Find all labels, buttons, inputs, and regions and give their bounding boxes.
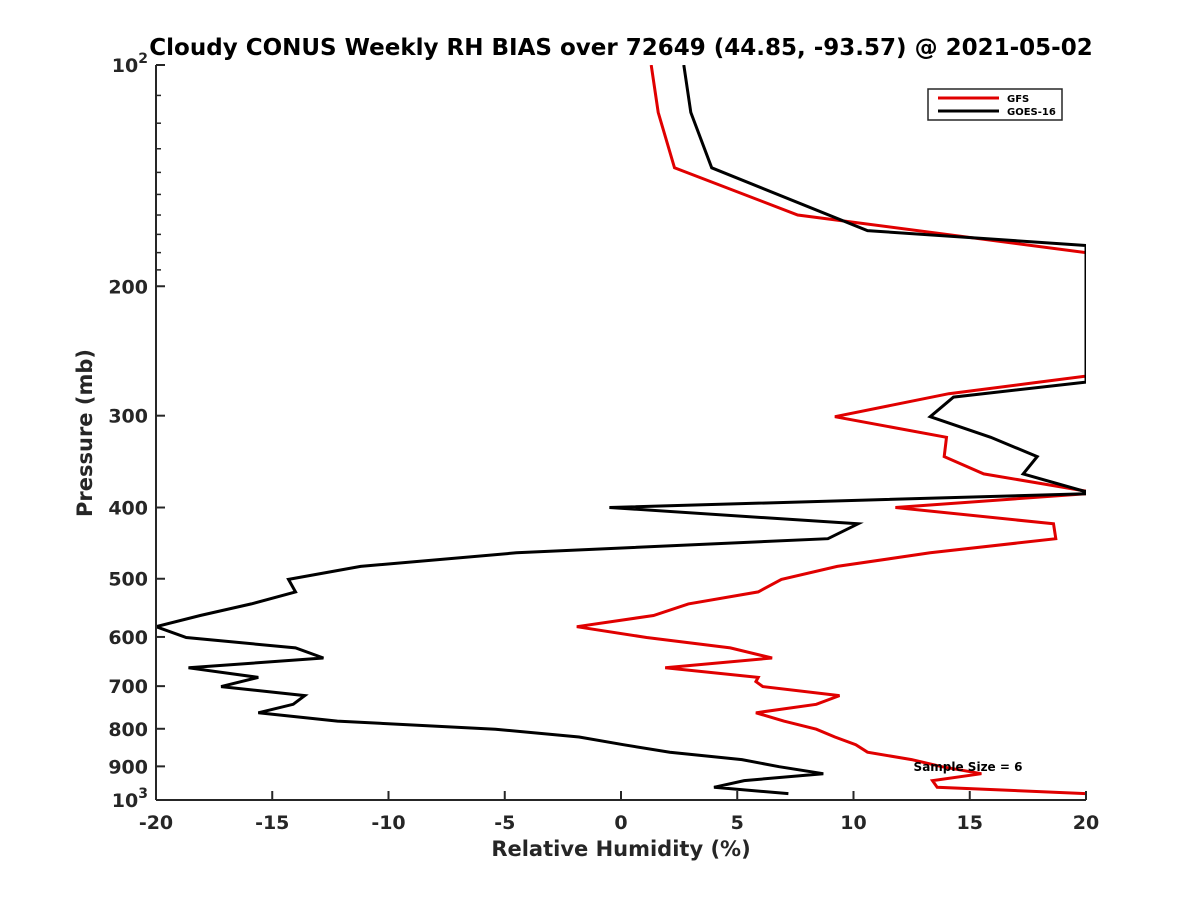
y-tick-label: 500	[108, 569, 148, 591]
x-tick-label: 5	[731, 812, 744, 834]
x-tick-label: 15	[957, 812, 983, 834]
y-axis-label: Pressure (mb)	[73, 349, 97, 517]
legend: GFS GOES-16	[927, 88, 1063, 121]
y-tick-label: 200	[108, 276, 148, 298]
series-line-gfs	[576, 65, 1086, 796]
x-tick-label: 20	[1073, 812, 1099, 834]
x-tick-label: 10	[840, 812, 866, 834]
x-tick-label: -10	[371, 812, 405, 834]
sample-size-annotation: Sample Size = 6	[914, 760, 1023, 774]
series-line-goes-16	[156, 65, 1086, 796]
y-tick-label: 103	[112, 786, 148, 812]
y-tick-label: 300	[108, 406, 148, 428]
chart-title: Cloudy CONUS Weekly RH BIAS over 72649 (…	[149, 35, 1092, 61]
y-tick-label: 102	[112, 51, 148, 77]
y-tick-label: 700	[108, 676, 148, 698]
legend-box	[927, 88, 1063, 121]
y-tick-label: 900	[108, 756, 148, 778]
y-tick-label: 400	[108, 498, 148, 520]
y-tick-label: 600	[108, 627, 148, 649]
y-tick-label: 800	[108, 719, 148, 741]
legend-label: GOES-16	[1007, 107, 1056, 118]
x-axis-label: Relative Humidity (%)	[491, 837, 750, 861]
x-tick-label: -20	[139, 812, 173, 834]
x-tick-label: -5	[494, 812, 515, 834]
legend-label: GFS	[1007, 94, 1029, 105]
plot-area: -20 -15 -10 -5 0 5 10 15 20 102 200 300 400 500 600 700…	[108, 51, 1099, 834]
x-tick-label: 0	[614, 812, 627, 834]
x-tick-label: -15	[255, 812, 289, 834]
